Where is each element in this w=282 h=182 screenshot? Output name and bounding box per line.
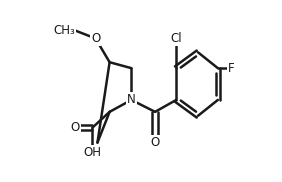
Text: Cl: Cl bbox=[170, 32, 182, 45]
Text: N: N bbox=[127, 93, 136, 106]
Text: F: F bbox=[228, 62, 235, 75]
Text: CH₃: CH₃ bbox=[53, 24, 75, 37]
Text: O: O bbox=[91, 32, 100, 45]
Text: OH: OH bbox=[83, 146, 101, 159]
Text: O: O bbox=[70, 121, 80, 134]
Text: O: O bbox=[151, 136, 160, 149]
